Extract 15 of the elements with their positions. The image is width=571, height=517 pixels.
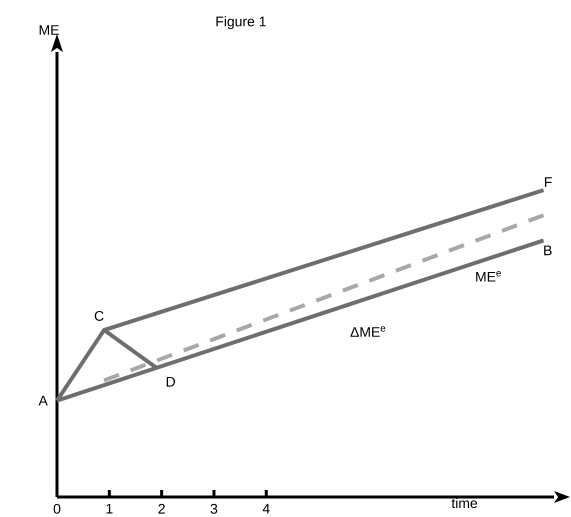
annotation: ME$^{e}$ [476, 271, 501, 282]
text: ME [40, 25, 59, 35]
annotation: F [544, 177, 552, 187]
chart-title: Figure 1 [216, 16, 266, 30]
annotation: D [166, 376, 176, 387]
x-axis-title: time [452, 498, 478, 508]
x-tick-label: 4 [262, 504, 270, 514]
x-tick-label: 0 [54, 504, 60, 514]
x-tick-label: 1 [106, 504, 113, 514]
annotation: ΔME$^{e}$ [350, 326, 386, 337]
annotation: C [94, 310, 104, 321]
annotation: A [38, 396, 48, 406]
x-tick-label: 2 [158, 504, 165, 514]
annotation: B [544, 246, 552, 256]
x-tick-label: 3 [210, 504, 218, 514]
